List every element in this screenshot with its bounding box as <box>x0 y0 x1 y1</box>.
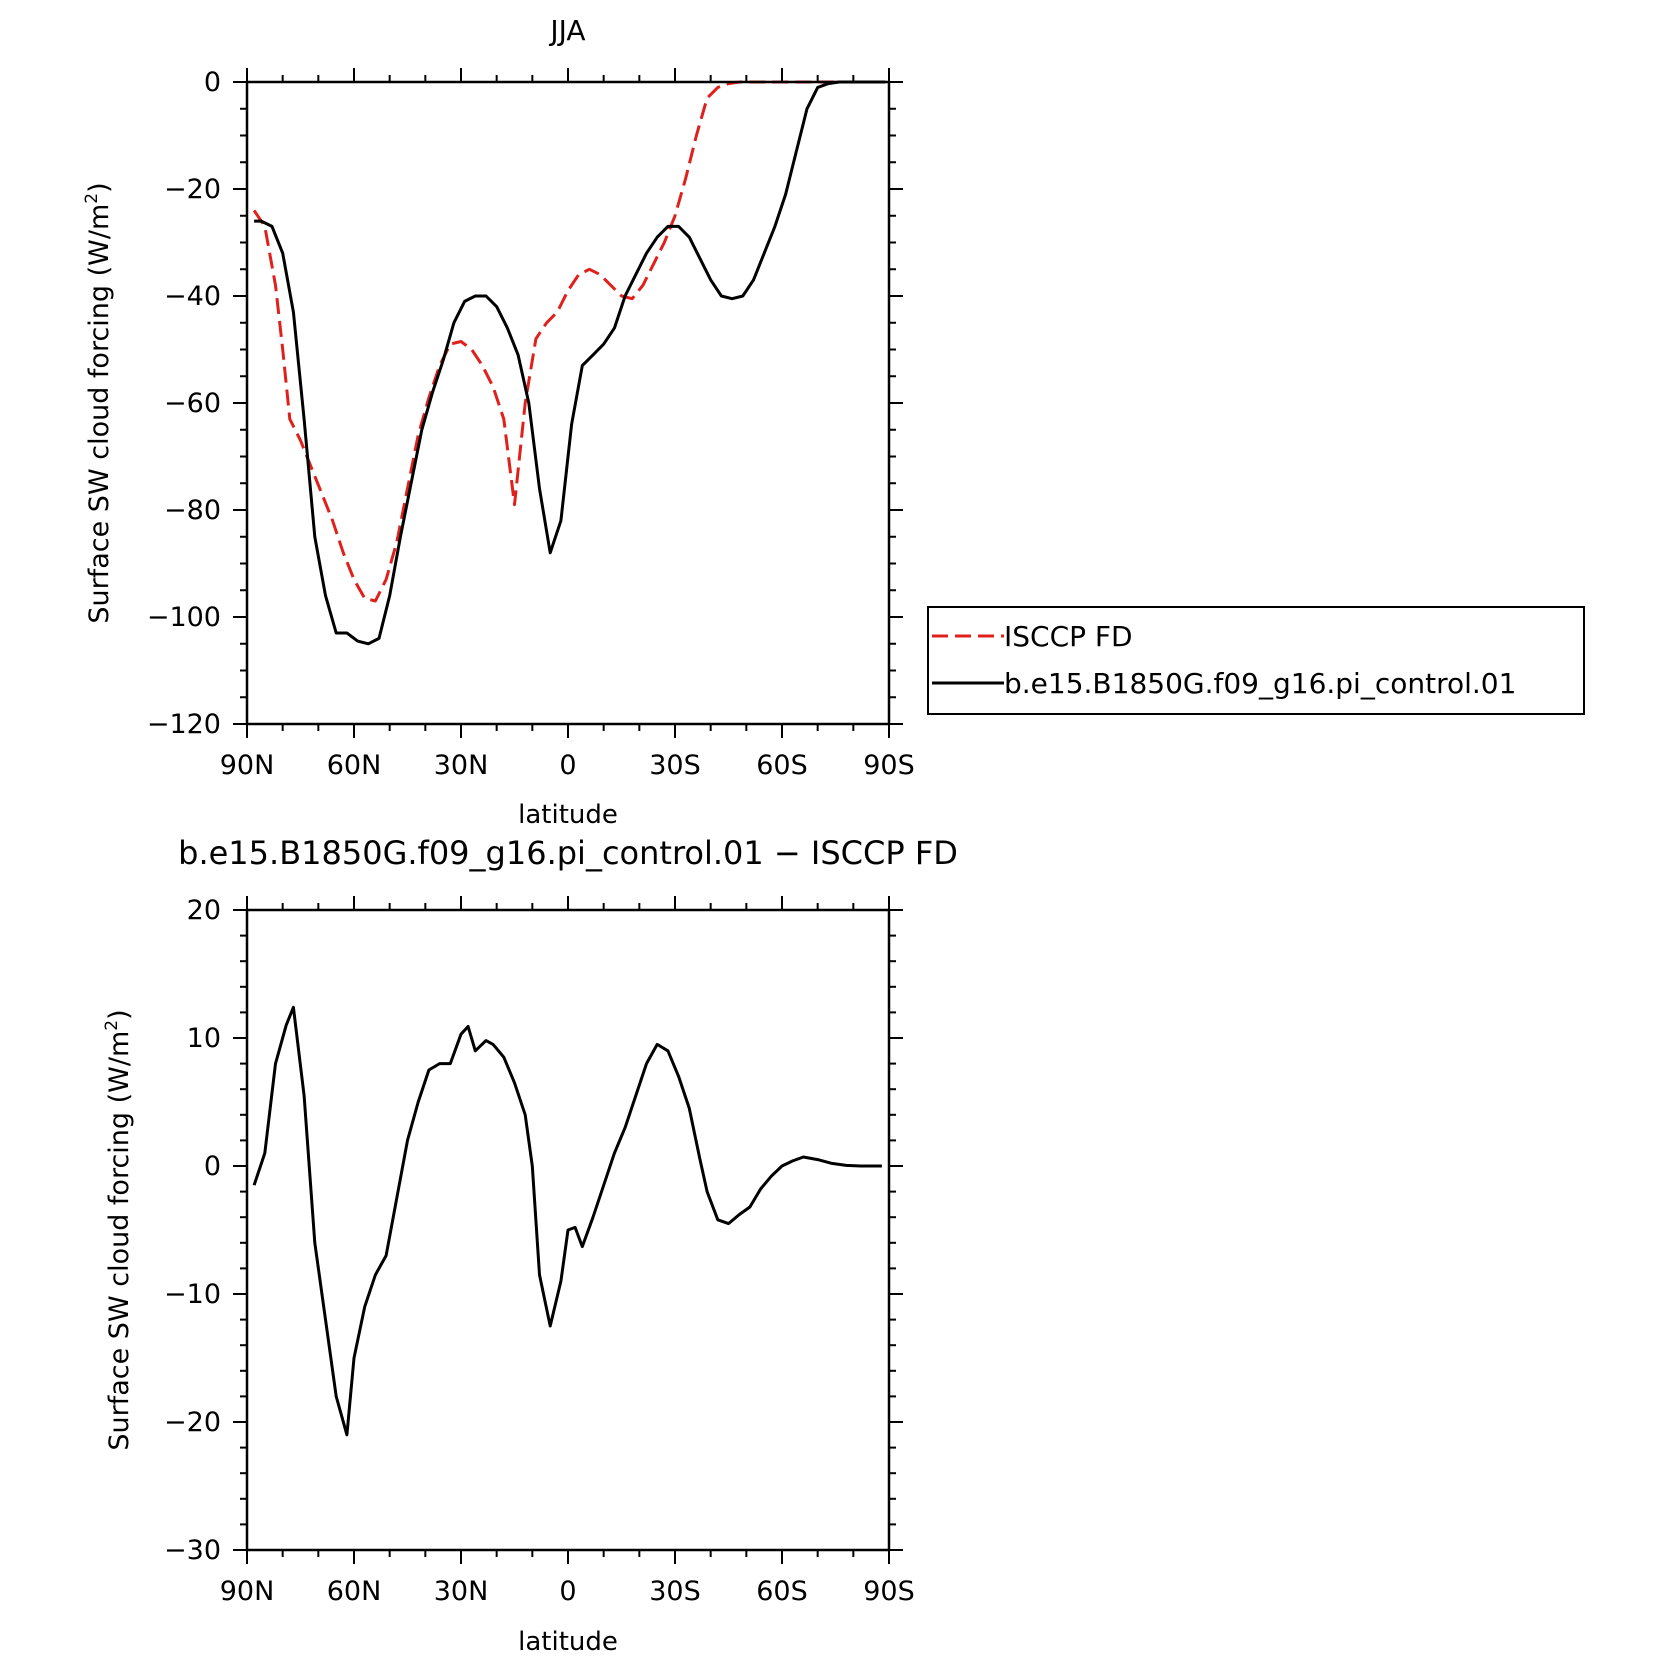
chart-jja: JJA 90N 60N 30N 0 30S 60S 90S 0 −20 −40 −60 −80 −100… <box>82 14 1585 830</box>
y-tick-label: 0 <box>204 67 221 98</box>
chart-difference: b.e15.B1850G.f09_g16.pi_control.01 − ISC… <box>102 834 958 1657</box>
y-tick-label: −10 <box>164 1279 221 1310</box>
y-axis-label-close: ) <box>104 1009 135 1020</box>
y-axis-label: Surface SW cloud forcing (W/m2) <box>82 182 115 623</box>
plot-frame <box>245 80 891 726</box>
x-tick-label: 0 <box>559 750 576 781</box>
y-tick-label: 20 <box>187 895 221 926</box>
y-tick-label: −120 <box>147 709 221 740</box>
x-tick-label: 90S <box>863 750 915 781</box>
y-axis-label-superscript: 2 <box>102 1020 122 1031</box>
x-tick-label: 60S <box>756 1576 808 1607</box>
chart-title: b.e15.B1850G.f09_g16.pi_control.01 − ISC… <box>178 834 958 872</box>
x-tick-label: 30S <box>649 750 701 781</box>
y-tick-label: 10 <box>187 1023 221 1054</box>
series-line-model <box>254 80 886 646</box>
x-tick-label: 0 <box>559 1576 576 1607</box>
y-axis-label: Surface SW cloud forcing (W/m2) <box>102 1009 135 1450</box>
y-tick-label: −100 <box>147 602 221 633</box>
x-tick-label: 30S <box>649 1576 701 1607</box>
x-axis-label: latitude <box>518 800 618 830</box>
y-tick-label: −60 <box>164 388 221 419</box>
legend-box <box>927 606 1585 715</box>
y-axis-label-superscript: 2 <box>82 193 102 204</box>
y-axis-label-main: Surface SW cloud forcing (W/m <box>84 204 115 624</box>
y-axis-label-main: Surface SW cloud forcing (W/m <box>104 1031 135 1451</box>
y-tick-label: −20 <box>164 174 221 205</box>
x-tick-label: 30N <box>434 1576 489 1607</box>
x-tick-label: 60S <box>756 750 808 781</box>
legend-label-model: b.e15.B1850G.f09_g16.pi_control.01 <box>1004 667 1516 700</box>
y-axis-label-close: ) <box>84 182 115 193</box>
x-axis-label: latitude <box>518 1627 618 1657</box>
legend-label-isccp: ISCCP FD <box>1004 620 1133 653</box>
x-tick-label: 30N <box>434 750 489 781</box>
series-line-isccp-fd <box>252 80 886 603</box>
y-tick-label: 0 <box>204 1151 221 1182</box>
chart-title: JJA <box>548 14 585 47</box>
y-tick-label: −20 <box>164 1407 221 1438</box>
y-tick-label: −40 <box>164 281 221 312</box>
x-tick-label: 60N <box>327 1576 382 1607</box>
x-tick-label: 90N <box>220 750 275 781</box>
y-tick-label: −80 <box>164 495 221 526</box>
x-tick-label: 90S <box>863 1576 915 1607</box>
series-line-difference <box>252 1005 882 1437</box>
legend: ISCCP FD b.e15.B1850G.f09_g16.pi_control… <box>927 606 1585 715</box>
x-tick-label: 60N <box>327 750 382 781</box>
y-tick-label: −30 <box>164 1535 221 1566</box>
x-tick-label: 90N <box>220 1576 275 1607</box>
